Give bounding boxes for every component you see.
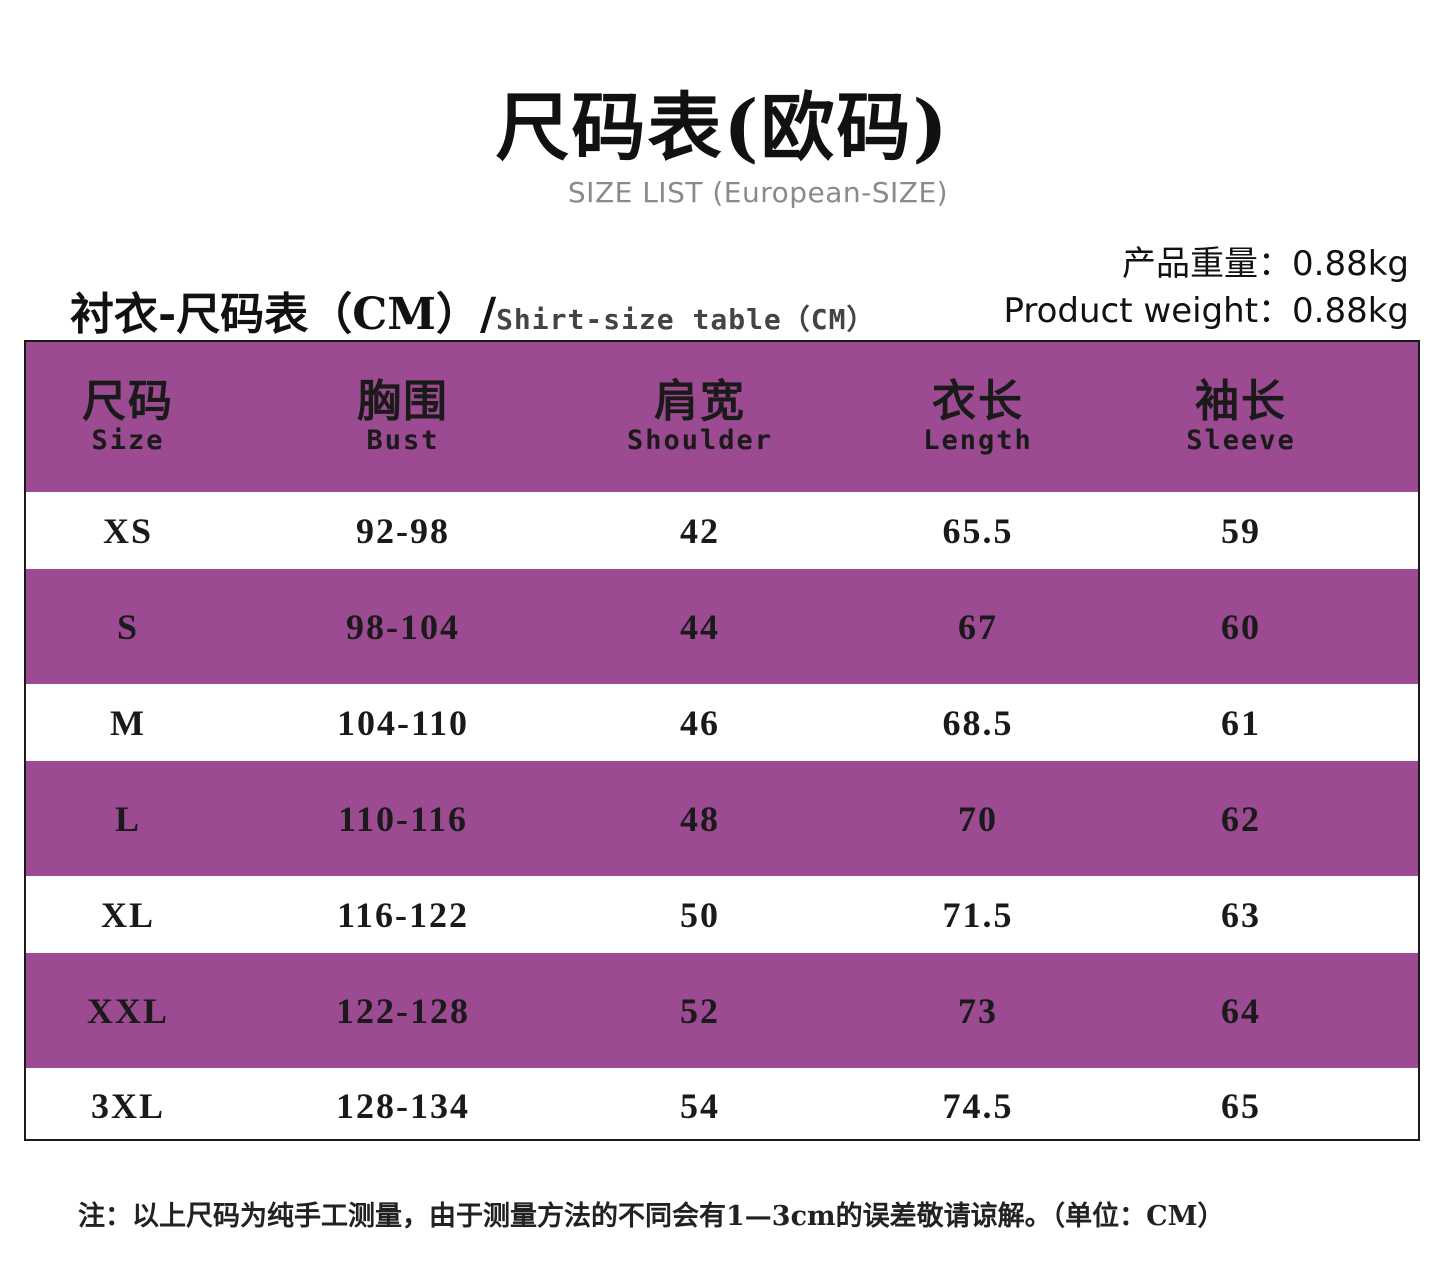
cell-sleeve: 65 [1221,1085,1261,1126]
cell-size: S [116,606,140,647]
cell-size: XXL [86,990,170,1031]
cell-bust: 110-116 [337,798,469,839]
header-size-en: Size [91,425,165,456]
cell-size: XS [102,510,154,551]
header-length-en: Length [923,425,1033,456]
header-bust: 胸围 Bust [357,342,449,492]
cell-sleeve: 62 [1221,798,1261,839]
cell-shoulder: 46 [680,702,720,743]
cell-bust: 116-122 [336,894,470,935]
header-size-cn: 尺码 [82,376,174,427]
table-row: XL 116-122 50 71.5 63 [26,876,1418,953]
cell-sleeve: 60 [1221,606,1261,647]
cell-length: 70 [958,798,998,839]
cell-shoulder: 52 [680,990,720,1031]
cell-length: 65.5 [942,510,1014,551]
cell-length: 68.5 [942,702,1014,743]
cell-shoulder: 42 [680,510,720,551]
cell-sleeve: 61 [1221,702,1261,743]
header-sleeve-en: Sleeve [1186,425,1296,456]
product-weight-cn: 产品重量：0.88kg [1122,244,1409,284]
table-heading: 衬衣-尺码表（CM）/Shirt-size table（CM） [70,278,876,342]
cell-length: 73 [958,990,998,1031]
cell-bust: 98-104 [346,606,460,647]
cell-bust: 128-134 [336,1085,470,1126]
cell-shoulder: 44 [680,606,720,647]
header-length-cn: 衣长 [931,376,1024,427]
cell-sleeve: 64 [1221,990,1261,1031]
cell-size: L [114,798,142,839]
header-bust-en: Bust [366,425,440,456]
page-subtitle: SIZE LIST (European-SIZE) [567,176,949,209]
table-header-row: 尺码 Size 胸围 Bust 肩宽 Shoulder 衣长 Length 袖长… [26,342,1418,492]
page-title: 尺码表(欧码) [495,85,950,171]
table-row: 3XL 128-134 54 74.5 65 [26,1068,1418,1139]
cell-size: XL [100,894,156,935]
table-row: XS 92-98 42 65.5 59 [26,492,1418,569]
cell-length: 71.5 [942,894,1014,935]
cell-shoulder: 54 [680,1085,720,1126]
header-length: 衣长 Length [923,342,1033,492]
cell-size: 3XL [90,1085,166,1126]
cell-bust: 92-98 [356,510,450,551]
table-row: S 98-104 44 67 60 [26,569,1418,684]
cell-sleeve: 63 [1221,894,1261,935]
cell-sleeve: 59 [1221,510,1261,551]
size-table: 尺码 Size 胸围 Bust 肩宽 Shoulder 衣长 Length 袖长… [24,340,1420,1141]
product-weight-en: Product weight：0.88kg [1003,291,1409,331]
header-bust-cn: 胸围 [357,376,449,427]
header-shoulder-cn: 肩宽 [653,376,746,427]
table-row: XXL 122-128 52 73 64 [26,953,1418,1068]
cell-shoulder: 50 [680,894,720,935]
header-sleeve-cn: 袖长 [1194,376,1287,427]
cell-bust: 122-128 [336,990,470,1031]
table-row: L 110-116 48 70 62 [26,761,1418,876]
header-shoulder-en: Shoulder [626,425,774,456]
table-heading-en: Shirt-size table（CM） [496,303,876,336]
header-shoulder: 肩宽 Shoulder [627,342,773,492]
cell-shoulder: 48 [680,798,720,839]
cell-bust: 104-110 [336,702,470,743]
table-heading-cn: 衬衣-尺码表（CM）/ [70,289,497,340]
measurement-note: 注：以上尺码为纯手工测量，由于测量方法的不同会有1—3cm的误差敬请谅解。（单位… [78,1201,1225,1232]
cell-size: M [110,702,146,743]
cell-length: 74.5 [942,1085,1014,1126]
table-row: M 104-110 46 68.5 61 [26,684,1418,761]
header-sleeve: 袖长 Sleeve [1186,342,1296,492]
cell-length: 67 [958,606,998,647]
header-size: 尺码 Size [82,342,174,492]
